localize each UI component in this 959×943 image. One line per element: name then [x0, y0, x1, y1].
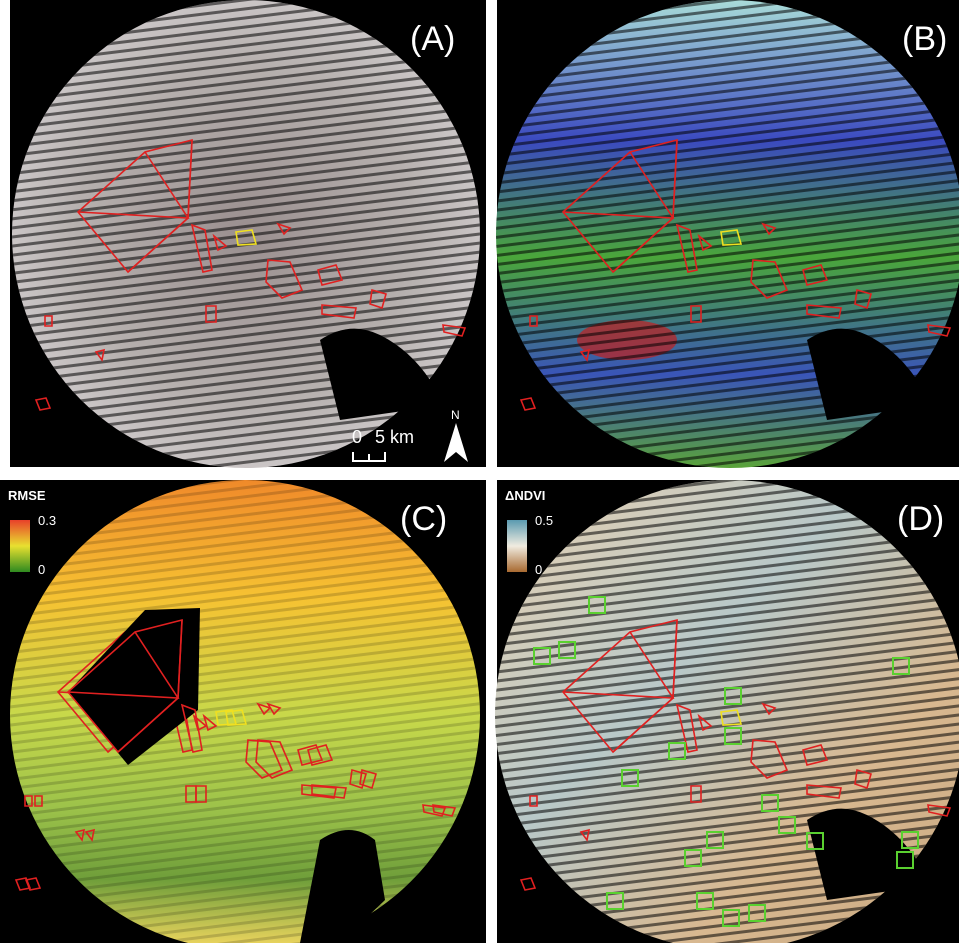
north-label: N [451, 408, 460, 422]
scale-end: 5 km [375, 427, 414, 447]
panel-a: (A) 0 5 km N [10, 0, 486, 468]
colorbar-min: 0 [535, 562, 542, 577]
panel-label: (B) [902, 20, 947, 58]
panel-label: (D) [897, 500, 944, 538]
colorbar-max: 0.3 [38, 513, 56, 528]
panel-d: ΔNDVI 0.5 0 (D) [495, 480, 959, 943]
colorbar-min: 0 [38, 562, 45, 577]
panel-b: (B) [496, 0, 959, 468]
panel-label: (A) [410, 20, 455, 58]
panel-c: RMSE 0.3 0 (C) [0, 480, 486, 943]
panel-label: (C) [400, 500, 447, 538]
scale-start: 0 [352, 427, 362, 447]
colorbar-max: 0.5 [535, 513, 553, 528]
colorbar-title: RMSE [8, 488, 46, 503]
figure: (A) 0 5 km N (B) RMSE 0.3 0 (C) ΔNDVI 0.… [0, 0, 959, 943]
colorbar-title: ΔNDVI [505, 488, 545, 503]
